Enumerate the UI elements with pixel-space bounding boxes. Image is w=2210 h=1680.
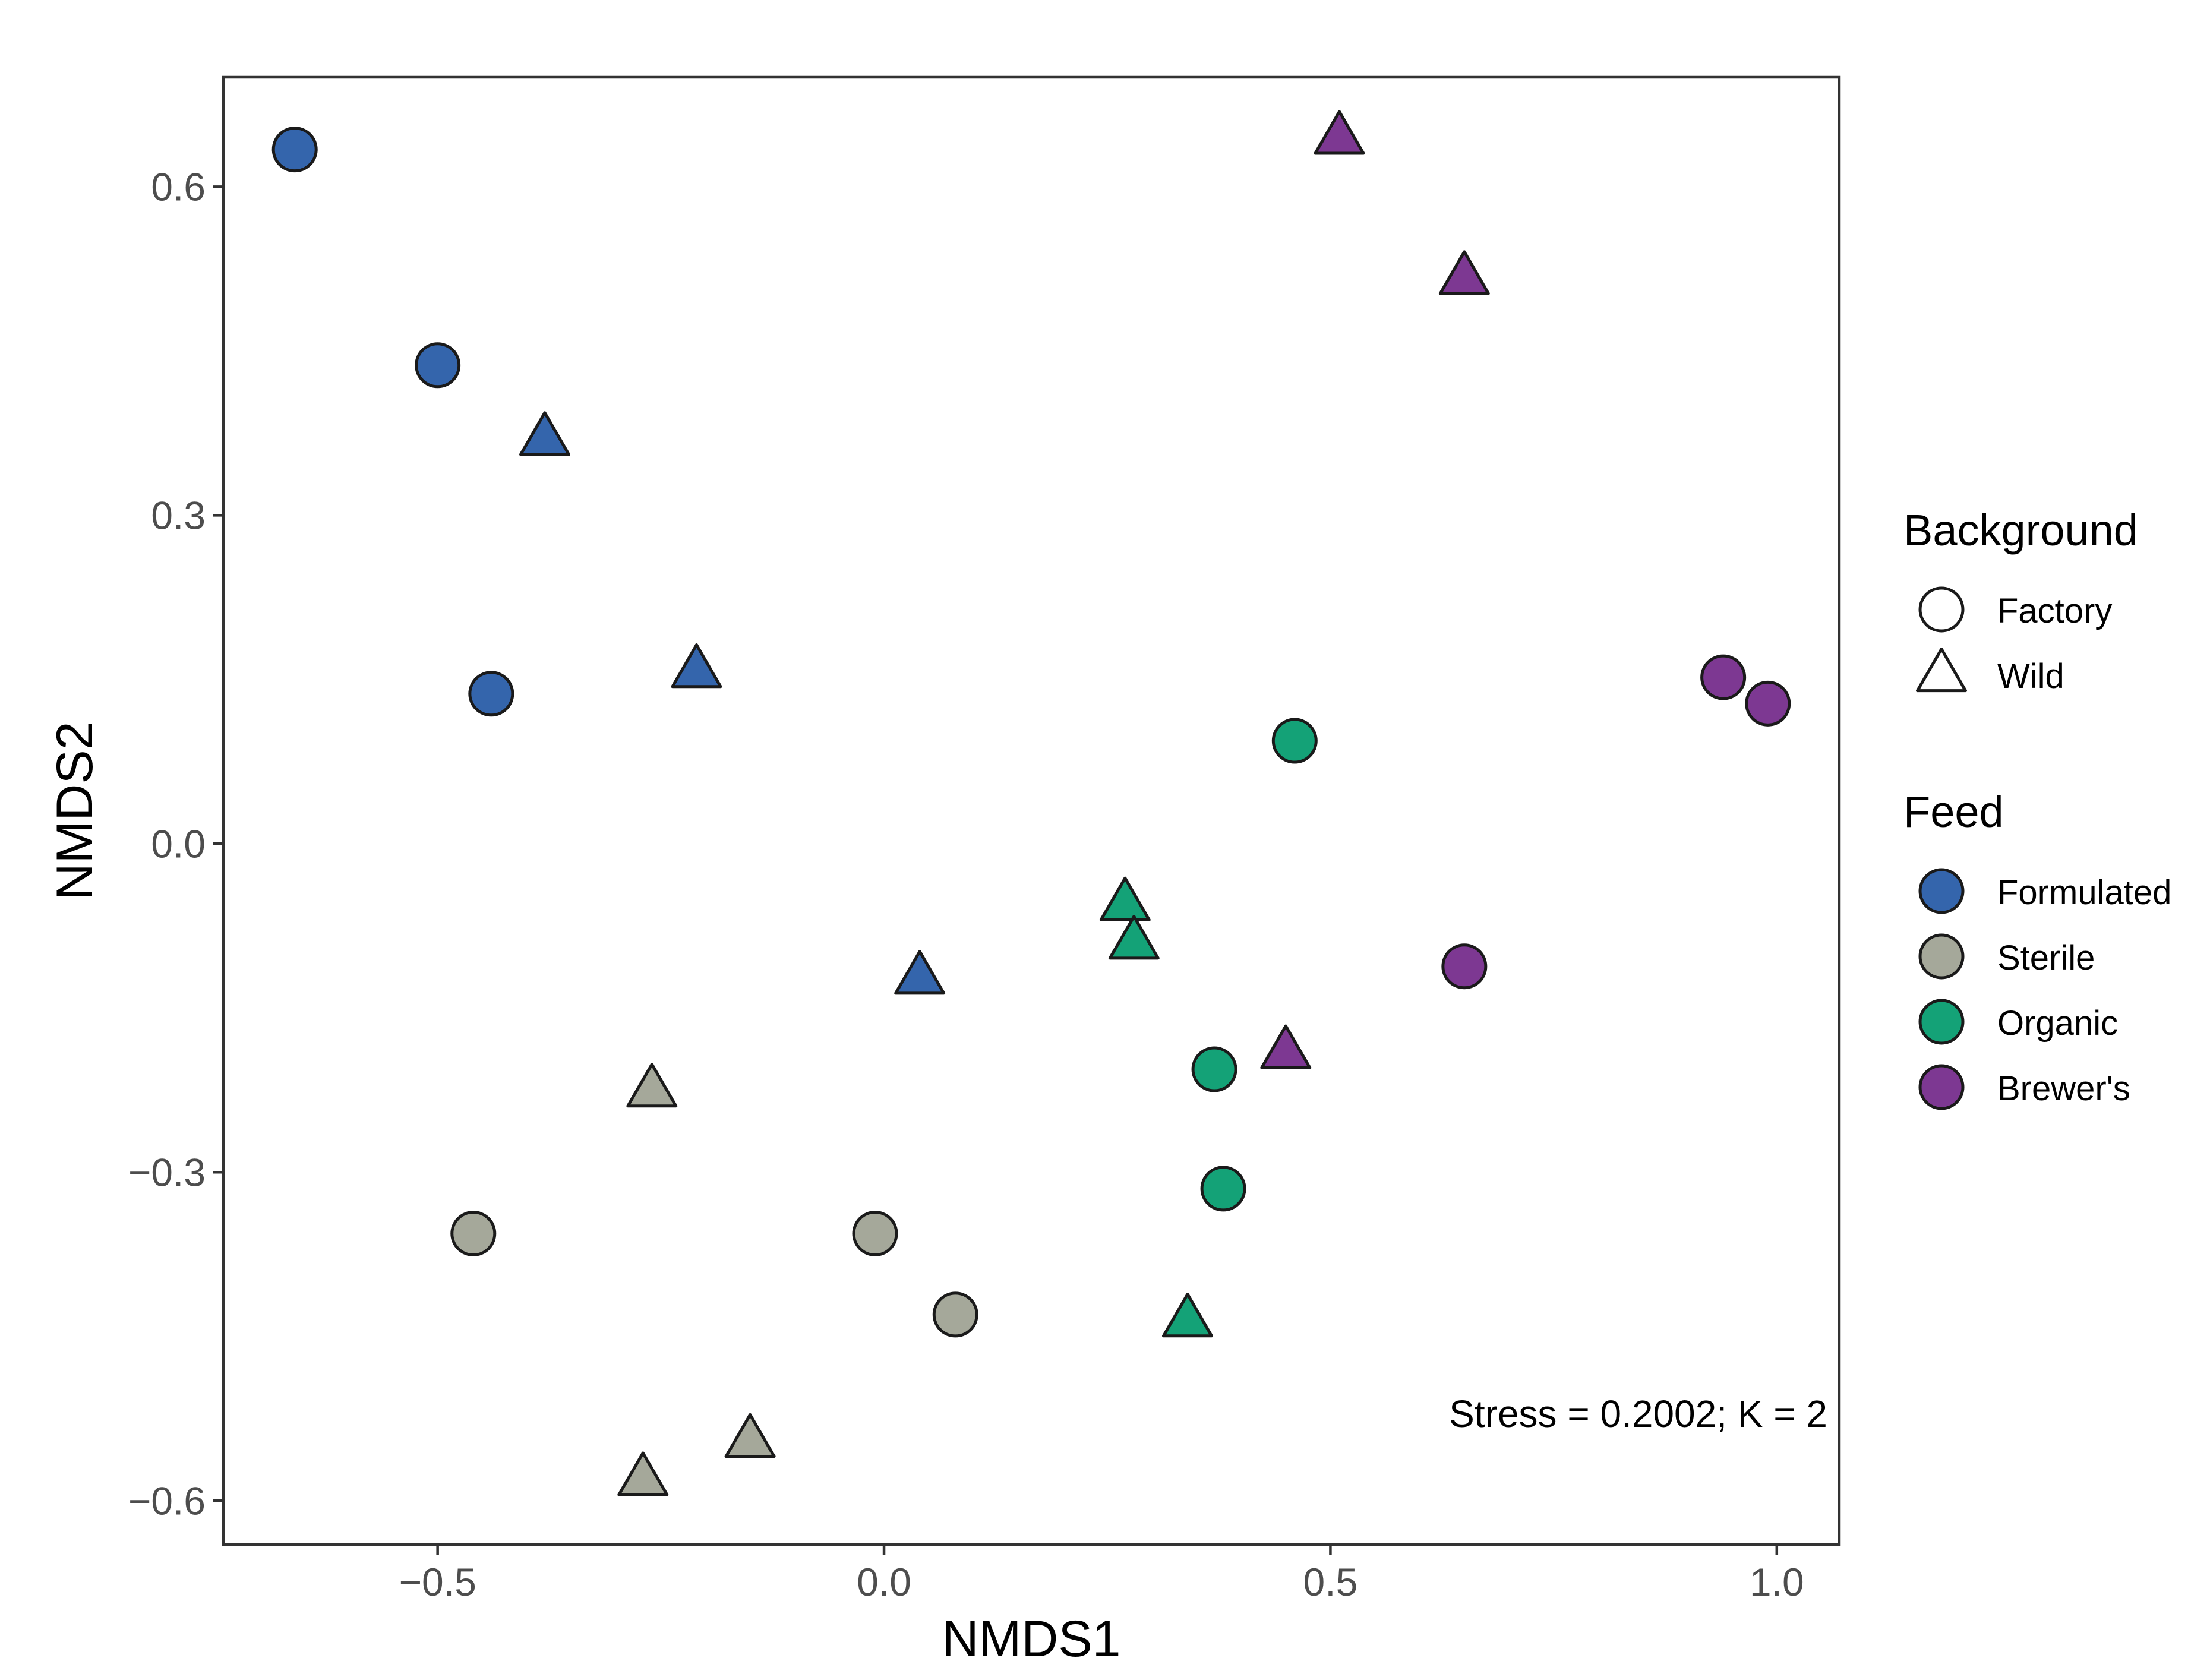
y-tick-label: 0.3 — [151, 493, 206, 537]
legend-key-wild — [1916, 647, 1967, 693]
point-sterile-wild — [626, 1063, 678, 1108]
point-brewer-s-wild — [1314, 110, 1365, 155]
point-formulated-factory — [468, 671, 514, 717]
point-formulated-wild — [519, 411, 570, 456]
point-brewer-s-wild — [1438, 250, 1490, 295]
point-formulated-factory — [271, 127, 318, 173]
point-formulated-wild — [671, 643, 722, 689]
point-sterile-factory — [450, 1211, 497, 1257]
point-sterile-wild — [724, 1413, 776, 1458]
point-organic-wild — [1099, 876, 1151, 921]
x-tick-label: 0.5 — [1303, 1560, 1358, 1604]
legend-label-formulated: Formulated — [1997, 873, 2171, 912]
stress-annotation: Stress = 0.2002; K = 2 — [1449, 1392, 1827, 1435]
point-formulated-factory — [415, 342, 461, 389]
point-organic-factory — [1191, 1046, 1237, 1092]
y-axis: 0.6 0.3 0.0 −0.3 −0.6 — [128, 165, 223, 1523]
y-tick-label: −0.3 — [128, 1150, 206, 1194]
plot-area — [222, 75, 1841, 1546]
y-tick-label: 0.6 — [151, 165, 206, 209]
x-axis-title: NMDS1 — [942, 1610, 1120, 1668]
legend-label-organic: Organic — [1997, 1004, 2118, 1043]
legend: Background Factory Wild Feed Formulated St… — [1903, 506, 2171, 1110]
legend-shape-items: Factory Wild — [1916, 586, 2112, 696]
x-tick-label: 0.0 — [857, 1560, 911, 1604]
legend-title-background: Background — [1903, 506, 2138, 555]
y-tick-label: −0.6 — [128, 1479, 206, 1523]
legend-key-sterile — [1918, 933, 1965, 980]
legend-fill-items: Formulated Sterile Organic Brewer's — [1918, 868, 2171, 1110]
legend-label-sterile: Sterile — [1997, 939, 2095, 977]
point-brewer-s-factory — [1700, 654, 1747, 700]
legend-label-factory: Factory — [1997, 592, 2112, 630]
point-brewer-s-factory — [1441, 943, 1488, 990]
point-formulated-wild — [894, 950, 946, 995]
point-organic-wild — [1161, 1293, 1213, 1338]
legend-label-wild: Wild — [1997, 657, 2064, 696]
legend-label-brewer-s: Brewer's — [1997, 1069, 2130, 1108]
point-brewer-s-wild — [1260, 1024, 1312, 1069]
point-organic-factory — [1271, 718, 1318, 764]
legend-key-organic — [1918, 999, 1965, 1045]
x-tick-label: −0.5 — [399, 1560, 476, 1604]
point-organic-factory — [1200, 1166, 1246, 1212]
legend-key-brewer-s — [1918, 1064, 1965, 1110]
panel-border — [222, 75, 1841, 1546]
point-sterile-wild — [617, 1451, 669, 1496]
legend-key-formulated — [1918, 868, 1965, 914]
y-tick-label: 0.0 — [151, 822, 206, 866]
point-sterile-factory — [932, 1291, 978, 1338]
x-tick-label: 1.0 — [1750, 1560, 1804, 1604]
point-brewer-s-factory — [1745, 680, 1791, 727]
legend-key-factory — [1918, 586, 1965, 633]
points-layer — [271, 110, 1791, 1496]
x-axis: −0.5 0.0 0.5 1.0 — [399, 1545, 1804, 1604]
legend-title-feed: Feed — [1903, 787, 2004, 836]
point-organic-wild — [1108, 915, 1160, 960]
point-sterile-factory — [852, 1211, 898, 1257]
y-axis-title: NMDS2 — [46, 721, 103, 900]
